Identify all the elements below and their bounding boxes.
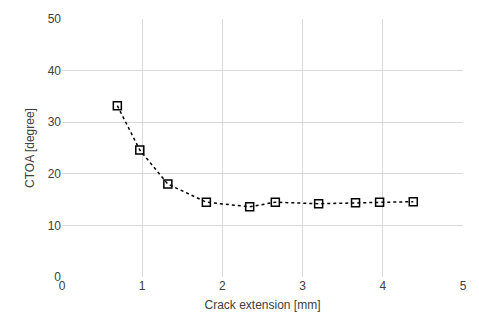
svg-text:3: 3 [299,279,306,293]
svg-text:2: 2 [219,279,226,293]
svg-text:1: 1 [139,279,146,293]
svg-text:CTOA [degree]: CTOA [degree] [23,108,37,188]
svg-text:4: 4 [379,279,386,293]
svg-text:5: 5 [460,279,467,293]
svg-text:0: 0 [59,279,66,293]
svg-text:0: 0 [54,270,61,284]
svg-text:50: 50 [48,12,62,26]
svg-text:20: 20 [48,167,62,181]
svg-text:30: 30 [48,115,62,129]
svg-text:10: 10 [48,219,62,233]
svg-text:Crack extension [mm]: Crack extension [mm] [204,298,320,312]
svg-text:40: 40 [48,64,62,78]
